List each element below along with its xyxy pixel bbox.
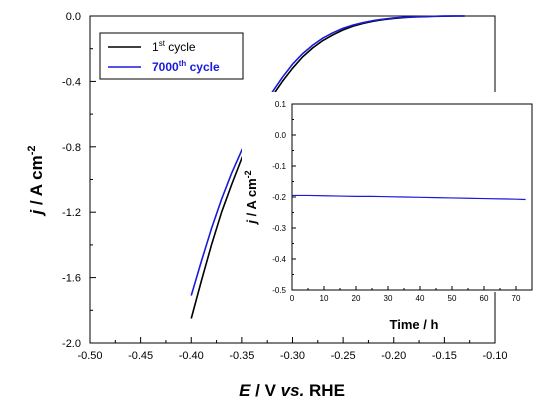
inset-x-axis: 0 10 20 30 40 50 60 70	[290, 286, 521, 303]
inset-x-tick-label: 60	[480, 294, 489, 303]
inset-y-tick-label: 0.1	[275, 100, 287, 109]
inset-series-group	[292, 194, 526, 201]
main-y-axis-label: j / A cm-2	[26, 146, 46, 217]
inset-x-axis-label: Time / h	[390, 317, 439, 332]
main-y-tick-label: -1.2	[62, 207, 81, 219]
inset-y-axis: 0.1 0.0 -0.1 -0.2 -0.3 -0.4 -0.5	[272, 100, 296, 295]
main-y-tick-label: 0.0	[66, 11, 81, 23]
main-x-tick-label: -0.35	[229, 350, 254, 362]
main-y-tick-label: -2.0	[62, 338, 81, 350]
inset-y-tick-label: 0.0	[275, 131, 287, 140]
main-y-tick-label: -0.4	[62, 76, 81, 88]
main-x-tick-label: -0.25	[331, 350, 356, 362]
main-y-axis: 0.0 -0.4 -0.8 -1.2 -1.6 -2.0	[62, 11, 96, 350]
inset-x-tick-label: 10	[320, 294, 329, 303]
inset-x-tick-label: 30	[384, 294, 393, 303]
main-x-tick-label: -0.40	[179, 350, 204, 362]
main-x-tick-label: -0.30	[280, 350, 305, 362]
inset-x-tick-label: 50	[448, 294, 457, 303]
legend: 1st cycle 7000th cycle	[99, 32, 244, 80]
inset-y-tick-label: -0.3	[272, 224, 286, 233]
main-x-axis-label: E / V vs. RHE	[239, 381, 345, 400]
main-series-group	[190, 15, 465, 319]
inset-x-tick-label: 20	[352, 294, 361, 303]
inset-y-tick-label: -0.4	[272, 255, 286, 264]
inset-x-tick-label: 0	[290, 294, 295, 303]
main-series-line-1	[190, 15, 465, 296]
inset-series-line-0	[292, 194, 526, 201]
inset-y-tick-label: -0.2	[272, 193, 286, 202]
inset-x-tick-label: 70	[512, 294, 521, 303]
main-y-tick-label: -0.8	[62, 142, 81, 154]
inset-y-axis-label: j / A cm-2	[243, 170, 259, 225]
main-x-tick-label: -0.20	[381, 350, 406, 362]
main-x-tick-label: -0.10	[482, 350, 507, 362]
main-x-tick-label: -0.15	[432, 350, 457, 362]
inset-y-tick-label: -0.5	[272, 286, 286, 295]
main-y-tick-label: -1.6	[62, 273, 81, 285]
main-x-tick-label: -0.45	[128, 350, 153, 362]
inset-y-tick-label: -0.1	[272, 162, 286, 171]
legend-box	[99, 32, 244, 80]
legend-label-1st-cycle: 1st cycle	[152, 39, 196, 54]
main-x-axis: -0.50 -0.45 -0.40 -0.35 -0.30 -0.25 -0.20 -0.15…	[77, 337, 508, 362]
main-x-tick-label: -0.50	[77, 350, 102, 362]
inset-x-tick-label: 40	[416, 294, 425, 303]
legend-label-7000th-cycle: 7000th cycle	[152, 59, 220, 74]
